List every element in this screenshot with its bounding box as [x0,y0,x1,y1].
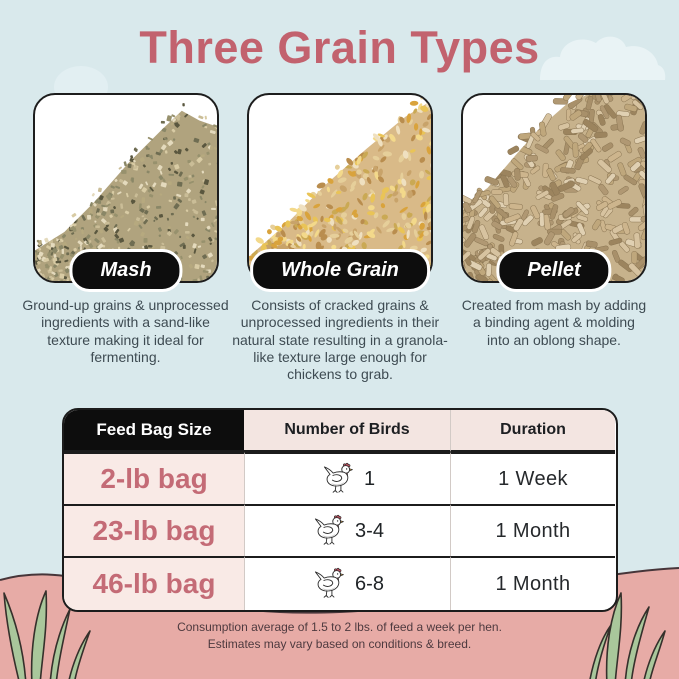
footnote-line: Estimates may vary based on conditions &… [207,637,472,652]
birds-count: 1 [363,467,376,490]
feed-table: Feed Bag Size Number of Birds Duration 2… [62,408,618,612]
header-cell-number-of-birds: Number of Birds [244,410,450,452]
footnote-line: Consumption average of 1.5 to 2 lbs. of … [177,620,502,634]
grain-label-whole-grain: Whole Grain [250,249,430,292]
bag-size-cell: 23-lb bag [64,504,244,556]
duration-cell: 1 Month [450,556,615,610]
grain-description-mash: Ground-up grains & unprocessed ingredien… [22,297,229,366]
birds-count: 3-4 [355,519,384,542]
cloud-icon [540,36,666,80]
grain-label-mash: Mash [69,249,183,292]
birds-count: 6-8 [355,572,384,595]
duration-cell: 1 Month [450,504,615,556]
grain-description-pellet: Created from mash by adding a binding ag… [461,297,647,348]
grass-icon [589,592,666,679]
mash-image [35,103,217,281]
page-title: Three Grain Types [139,22,540,73]
pellet-image [463,95,645,281]
grain-card-pellet [461,93,647,283]
grain-card-mash [33,93,219,283]
bag-size-cell: 2-lb bag [64,452,244,504]
hen-icon [320,461,354,498]
birds-cell: 1 [244,452,450,504]
birds-cell: 3-4 [244,504,450,556]
whole-grain-image [249,95,431,281]
footnote: Consumption average of 1.5 to 2 lbs. of … [0,619,679,653]
header-cell-duration: Duration [450,410,615,452]
bag-size-cell: 46-lb bag [64,556,244,610]
grain-label-pellet: Pellet [496,249,612,292]
duration-cell: 1 Week [450,452,615,504]
hen-icon [311,566,345,603]
birds-cell: 6-8 [244,556,450,610]
hen-icon [311,513,345,550]
header-cell-feed-bag-size: Feed Bag Size [64,410,244,452]
grain-description-whole-grain: Consists of cracked grains & unprocessed… [232,297,448,383]
